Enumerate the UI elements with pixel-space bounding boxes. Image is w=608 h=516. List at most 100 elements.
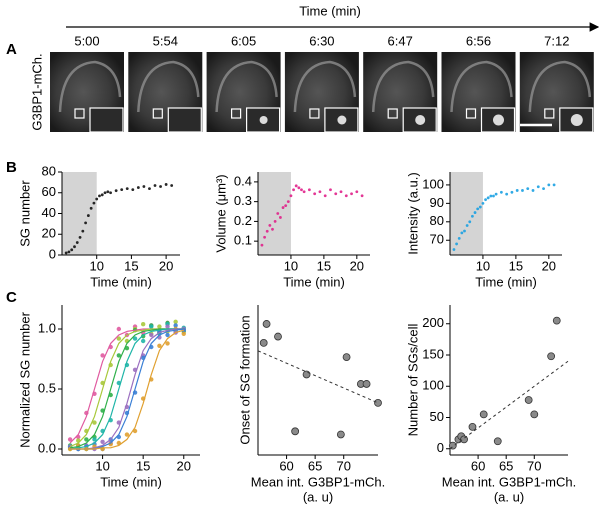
data-point xyxy=(67,437,73,442)
data-point xyxy=(142,185,146,188)
data-point xyxy=(542,187,545,191)
data-point xyxy=(515,189,519,192)
data-point xyxy=(455,242,458,246)
x-tick-label: 65 xyxy=(499,458,513,473)
y-tick-label: 0 xyxy=(437,440,444,455)
y-tick-label: 150 xyxy=(422,346,444,361)
x-tick-label: 10 xyxy=(89,258,103,273)
inset-granule xyxy=(259,116,268,124)
data-point xyxy=(465,224,469,227)
data-point xyxy=(355,190,359,194)
channel-label: G3BP1-mCh. xyxy=(29,53,44,130)
cell-edge xyxy=(58,60,122,113)
data-point xyxy=(536,185,540,189)
y-tick-label: 0.1 xyxy=(234,233,252,248)
data-point xyxy=(86,214,90,217)
inset xyxy=(246,107,281,133)
data-point xyxy=(476,207,480,211)
roi-box xyxy=(309,108,320,119)
roi-box xyxy=(387,108,398,119)
x-tick-label: 15 xyxy=(317,258,331,273)
data-point xyxy=(120,188,124,192)
data-point xyxy=(106,190,110,194)
shaded-region xyxy=(258,172,291,255)
data-point xyxy=(92,420,97,425)
data-point xyxy=(452,248,456,251)
trend-line xyxy=(449,360,569,450)
x-axis-label: Time (min) xyxy=(100,474,162,489)
data-point xyxy=(302,370,311,379)
data-point xyxy=(463,229,466,233)
data-point xyxy=(64,251,68,255)
roi-box xyxy=(465,108,477,119)
data-point xyxy=(103,191,107,195)
data-point xyxy=(131,188,135,192)
data-point xyxy=(362,380,371,388)
data-point xyxy=(552,183,556,187)
cell-edge xyxy=(528,60,592,113)
x-axis-label: Mean int. G3BP1-mCh. xyxy=(442,474,576,489)
data-point xyxy=(84,437,89,442)
data-point xyxy=(505,192,509,196)
data-point xyxy=(484,198,487,202)
x-tick-label: 10 xyxy=(476,258,490,273)
inset-granule xyxy=(337,115,347,125)
data-point xyxy=(339,190,343,194)
data-point xyxy=(499,190,503,194)
cell-edge xyxy=(371,60,435,113)
time-label: 6:30 xyxy=(309,33,334,48)
data-point xyxy=(149,324,154,329)
x-tick-label: 70 xyxy=(527,458,541,473)
x-axis-label: Mean int. G3BP1-mCh. xyxy=(251,474,385,489)
data-point xyxy=(100,193,104,197)
inset xyxy=(89,107,124,133)
data-point xyxy=(140,322,146,327)
x-tick-label: 20 xyxy=(159,258,173,273)
y-axis-label: SG number xyxy=(17,180,32,247)
data-point xyxy=(116,353,122,358)
y-tick-label: 0.4 xyxy=(234,173,252,188)
data-point xyxy=(75,241,79,244)
data-point xyxy=(344,194,348,198)
data-point xyxy=(494,192,498,196)
inset-granule xyxy=(570,114,583,126)
data-point xyxy=(350,192,353,196)
data-point xyxy=(489,194,493,198)
inset-granule xyxy=(493,114,504,126)
panel-label: C xyxy=(6,289,17,306)
time-label: 5:00 xyxy=(74,33,99,48)
data-point xyxy=(521,189,524,192)
data-point xyxy=(116,336,122,341)
roi-box xyxy=(152,108,163,119)
y-axis-label: Onset of SG formation xyxy=(237,315,252,444)
data-point xyxy=(471,214,474,218)
data-point xyxy=(492,194,495,198)
data-point xyxy=(478,205,482,209)
time-label: 6:56 xyxy=(466,33,491,48)
data-point xyxy=(473,211,477,214)
x-axis-label: (a. u) xyxy=(303,489,333,504)
data-point xyxy=(460,231,464,235)
data-point xyxy=(140,338,146,344)
x-tick-label: 20 xyxy=(542,258,556,273)
data-point xyxy=(530,410,539,419)
data-point xyxy=(493,437,502,446)
y-axis-label: Intensity (a.u.) xyxy=(405,172,420,254)
data-point xyxy=(78,235,82,239)
y-tick-label: 50 xyxy=(430,409,444,424)
data-point xyxy=(89,206,93,210)
cell-edge xyxy=(450,60,513,113)
data-point xyxy=(307,188,311,192)
data-point xyxy=(336,430,345,439)
fit-curve xyxy=(70,329,184,450)
x-axis-label: Time (min) xyxy=(475,274,537,289)
data-point xyxy=(125,187,129,191)
data-point xyxy=(334,192,338,196)
data-point xyxy=(173,319,178,324)
x-axis-label: Time (min) xyxy=(283,274,345,289)
data-point xyxy=(262,320,271,328)
data-point xyxy=(271,227,274,231)
data-point xyxy=(81,229,85,233)
y-tick-label: 60 xyxy=(42,184,56,199)
data-point xyxy=(109,191,112,195)
